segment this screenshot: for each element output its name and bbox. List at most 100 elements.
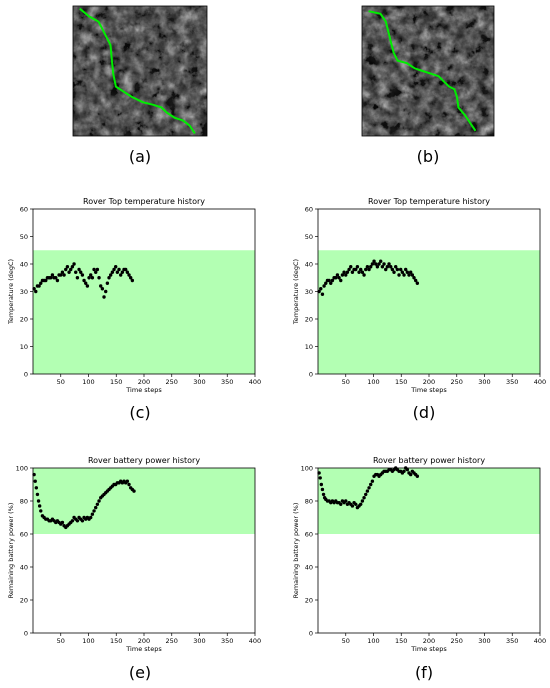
data-point bbox=[410, 273, 415, 277]
data-point bbox=[389, 265, 393, 269]
data-point bbox=[35, 492, 40, 497]
data-point bbox=[330, 278, 335, 283]
x-tick-label: 50 bbox=[342, 637, 350, 645]
data-point bbox=[127, 482, 131, 487]
x-tick-label: 100 bbox=[367, 637, 379, 645]
x-tick-label: 350 bbox=[506, 378, 518, 386]
data-point bbox=[379, 259, 383, 263]
y-tick-label: 10 bbox=[20, 343, 28, 351]
data-point bbox=[54, 276, 58, 280]
data-point bbox=[55, 278, 60, 283]
data-point bbox=[362, 496, 366, 500]
y-tick-label: 20 bbox=[305, 315, 313, 323]
x-tick-label: 400 bbox=[534, 378, 546, 386]
safe-band bbox=[33, 468, 255, 534]
x-tick-label: 250 bbox=[166, 378, 178, 386]
data-point bbox=[408, 472, 413, 477]
data-point bbox=[339, 278, 343, 283]
y-tick-label: 60 bbox=[305, 530, 313, 538]
data-point bbox=[405, 467, 410, 472]
data-point bbox=[123, 267, 128, 272]
data-point bbox=[39, 281, 43, 285]
data-point bbox=[80, 519, 85, 523]
data-point bbox=[370, 262, 375, 266]
data-point bbox=[372, 259, 376, 263]
x-tick-label: 100 bbox=[367, 378, 379, 386]
panel-label-f: (f) bbox=[415, 663, 433, 682]
data-point bbox=[107, 276, 111, 280]
data-point bbox=[125, 270, 130, 274]
safe-band bbox=[318, 250, 540, 374]
data-point bbox=[377, 262, 381, 266]
chart-title: Rover battery power history bbox=[373, 456, 485, 465]
data-point bbox=[59, 273, 63, 277]
data-point bbox=[398, 267, 403, 272]
x-tick-label: 50 bbox=[57, 378, 65, 386]
temperature-chart-d: Rover Top temperature history Time steps T… bbox=[292, 197, 546, 394]
data-point bbox=[125, 479, 130, 483]
battery-chart-e: Rover battery power history Time steps Rem… bbox=[7, 456, 261, 653]
data-point bbox=[112, 267, 116, 272]
data-point bbox=[405, 270, 410, 274]
panel-label-d: (d) bbox=[413, 403, 436, 422]
data-point bbox=[94, 505, 98, 510]
data-point bbox=[60, 270, 65, 274]
x-axis-label: Time steps bbox=[125, 386, 162, 394]
data-point bbox=[77, 267, 81, 272]
data-point bbox=[89, 273, 93, 277]
data-point bbox=[327, 278, 331, 283]
data-point bbox=[113, 265, 118, 269]
battery-chart-f: Rover battery power history Time steps Rem… bbox=[292, 456, 546, 653]
data-point bbox=[79, 270, 83, 274]
data-point bbox=[34, 289, 38, 294]
y-tick-label: 30 bbox=[20, 288, 28, 296]
data-point bbox=[100, 287, 105, 291]
y-tick-label: 40 bbox=[305, 260, 313, 268]
data-point bbox=[362, 273, 366, 277]
x-tick-label: 400 bbox=[249, 637, 261, 645]
y-tick-label: 20 bbox=[20, 596, 28, 604]
data-point bbox=[94, 270, 98, 274]
data-point bbox=[82, 278, 86, 283]
data-point bbox=[364, 492, 368, 497]
rover-path-b bbox=[368, 10, 477, 132]
data-point bbox=[344, 499, 348, 503]
data-point bbox=[44, 278, 48, 283]
data-point bbox=[364, 267, 368, 272]
y-tick-label: 0 bbox=[309, 629, 313, 637]
terrain-map-b bbox=[361, 5, 495, 137]
y-tick-label: 50 bbox=[20, 233, 28, 241]
data-point bbox=[117, 267, 121, 272]
data-point bbox=[32, 472, 36, 477]
data-point bbox=[395, 267, 400, 272]
data-point bbox=[115, 270, 120, 274]
x-tick-label: 200 bbox=[423, 378, 435, 386]
chart-title: Rover Top temperature history bbox=[83, 197, 205, 206]
data-point bbox=[324, 281, 328, 285]
y-tick-label: 20 bbox=[305, 596, 313, 604]
y-axis-label: Temperature (degC) bbox=[7, 259, 15, 325]
data-point bbox=[319, 482, 324, 487]
data-point bbox=[127, 273, 131, 277]
data-point bbox=[359, 267, 363, 272]
data-point bbox=[367, 267, 371, 272]
data-point bbox=[92, 509, 96, 513]
data-point bbox=[402, 469, 406, 473]
data-point bbox=[75, 276, 80, 280]
data-point bbox=[367, 486, 371, 490]
x-axis-label: Time steps bbox=[410, 386, 447, 394]
data-point bbox=[67, 270, 71, 274]
y-tick-label: 60 bbox=[20, 530, 28, 538]
panel-label-a: (a) bbox=[129, 147, 151, 166]
data-point bbox=[329, 281, 333, 285]
data-point bbox=[62, 273, 66, 277]
data-point bbox=[90, 276, 95, 280]
data-point bbox=[34, 486, 39, 490]
data-point bbox=[109, 273, 113, 277]
x-tick-label: 150 bbox=[110, 637, 122, 645]
data-point bbox=[380, 265, 385, 269]
data-point bbox=[69, 267, 73, 272]
panel-label-b: (b) bbox=[417, 147, 440, 166]
data-point bbox=[99, 284, 103, 288]
y-axis-label: Temperature (degC) bbox=[292, 259, 300, 325]
